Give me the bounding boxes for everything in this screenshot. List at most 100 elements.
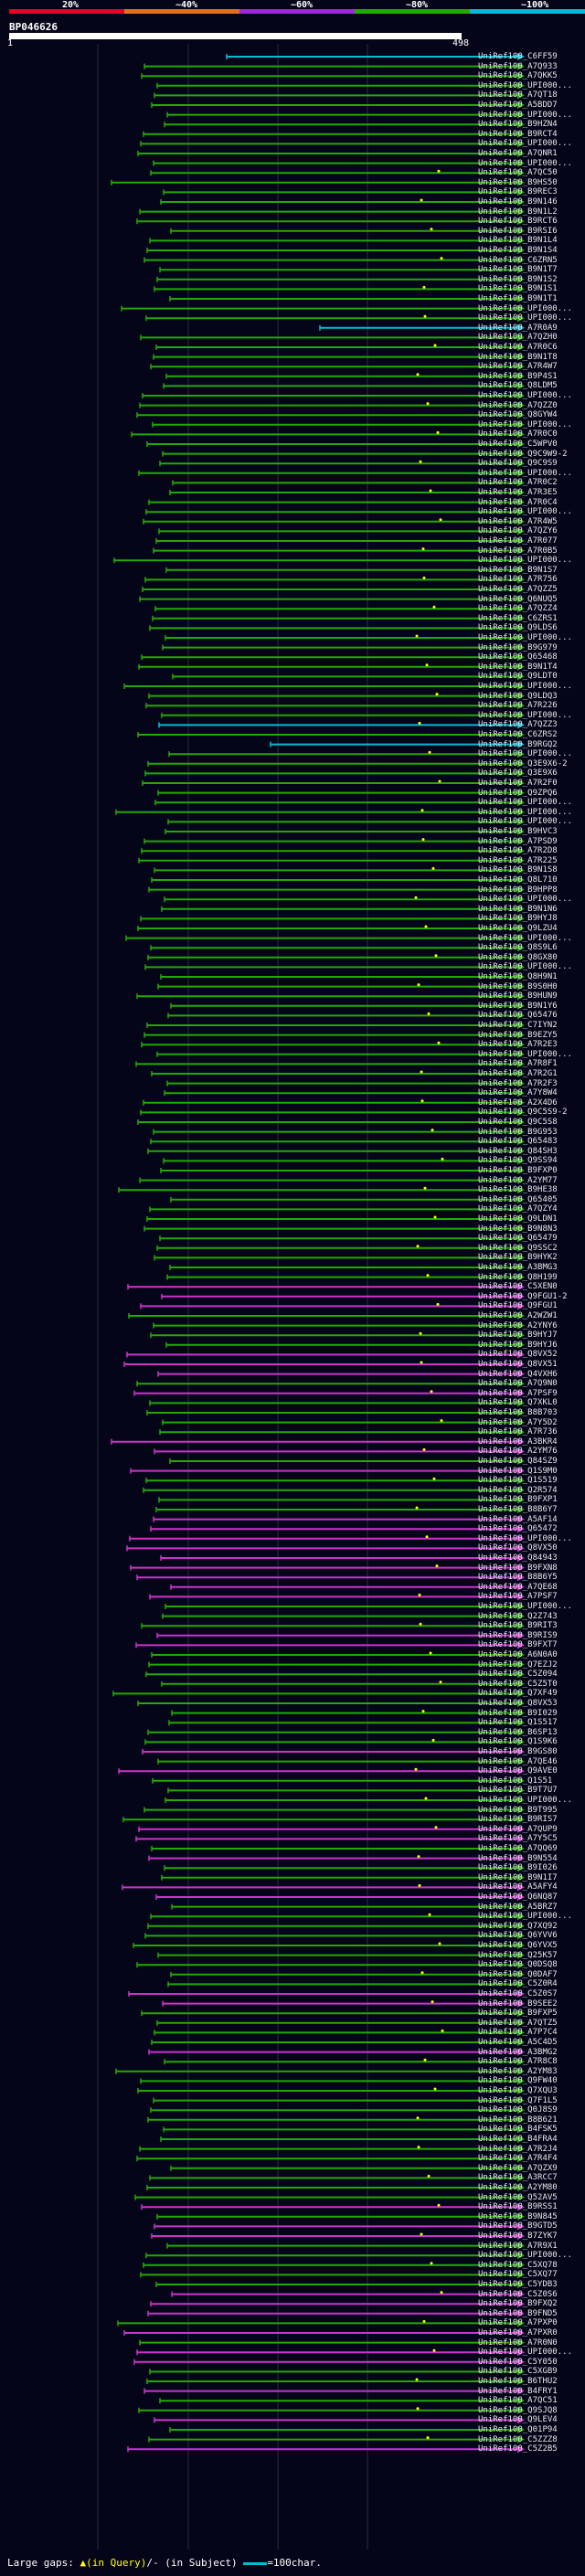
hit-label[interactable]: UniRef100_B9P4S1: [478, 372, 558, 381]
hit-label[interactable]: UniRef100_C5Z0R4: [478, 1979, 558, 1988]
hit-label[interactable]: UniRef100_Q1S9M0: [478, 1467, 558, 1476]
hit-label[interactable]: UniRef100_Q9LDN1: [478, 1214, 558, 1224]
hit-label[interactable]: UniRef100_UPI000...: [478, 507, 572, 516]
hit-label[interactable]: UniRef100_B4FRY1: [478, 2387, 558, 2396]
hit-label[interactable]: UniRef100_A3BMG2: [478, 2048, 558, 2057]
hit-label[interactable]: UniRef100_A2X4D6: [478, 1098, 558, 1108]
hit-label[interactable]: UniRef100_Q8L710: [478, 875, 558, 885]
hit-label[interactable]: UniRef100_Q1S517: [478, 1718, 558, 1727]
hit-label[interactable]: UniRef100_Q8S9L6: [478, 943, 558, 952]
hit-label[interactable]: UniRef100_A7R4W7: [478, 362, 558, 371]
hit-label[interactable]: UniRef100_A7R0C4: [478, 498, 558, 507]
hit-label[interactable]: UniRef100_C5XQ77: [478, 2270, 558, 2279]
hit-label[interactable]: UniRef100_UPI000...: [478, 420, 572, 429]
hit-label[interactable]: UniRef100_Q1S9K6: [478, 1737, 558, 1746]
hit-label[interactable]: UniRef100_A7R4W5: [478, 517, 558, 526]
hit-label[interactable]: UniRef100_UPI000...: [478, 391, 572, 400]
hit-label[interactable]: UniRef100_B9N8N3: [478, 1224, 558, 1234]
hit-label[interactable]: UniRef100_B9N1I7: [478, 1873, 558, 1882]
hit-label[interactable]: UniRef100_B8B6Y7: [478, 1505, 558, 1514]
hit-label[interactable]: UniRef100_B9RIT3: [478, 1621, 558, 1630]
hit-label[interactable]: UniRef100_A2YM80: [478, 2183, 558, 2192]
hit-label[interactable]: UniRef100_Q3E9X6-2: [478, 759, 568, 769]
hit-label[interactable]: UniRef100_A5AFY4: [478, 1882, 558, 1892]
hit-label[interactable]: UniRef100_B9I026: [478, 1863, 558, 1872]
hit-label[interactable]: UniRef100_B9HYK2: [478, 1253, 558, 1262]
hit-label[interactable]: UniRef100_Q9C5S9-2: [478, 1108, 568, 1117]
hit-label[interactable]: UniRef100_A2YM76: [478, 1447, 558, 1456]
hit-label[interactable]: UniRef100_Q8GX80: [478, 953, 558, 962]
hit-label[interactable]: UniRef100_UPI000...: [478, 159, 572, 168]
hit-label[interactable]: UniRef100_UPI000...: [478, 934, 572, 943]
hit-label[interactable]: UniRef100_B9GTD5: [478, 2221, 558, 2231]
hit-label[interactable]: UniRef100_UPI000...: [478, 2251, 572, 2260]
hit-label[interactable]: UniRef100_A7R9X1: [478, 2242, 558, 2251]
hit-label[interactable]: UniRef100_Q2R574: [478, 1486, 558, 1495]
hit-label[interactable]: UniRef100_B9N1T8: [478, 353, 558, 362]
hit-label[interactable]: UniRef100_A7QZZ3: [478, 720, 558, 729]
hit-label[interactable]: UniRef100_B9N1L2: [478, 207, 558, 217]
hit-label[interactable]: UniRef100_A7R736: [478, 1427, 558, 1436]
hit-label[interactable]: UniRef100_UPI000...: [478, 1602, 572, 1611]
hit-label[interactable]: UniRef100_UPI000...: [478, 1912, 572, 1921]
hit-label[interactable]: UniRef100_B9N845: [478, 2212, 558, 2221]
hit-label[interactable]: UniRef100_A7R2J4: [478, 2145, 558, 2154]
hit-label[interactable]: UniRef100_B9HYJ7: [478, 1330, 558, 1340]
hit-label[interactable]: UniRef100_UPI000...: [478, 1050, 572, 1059]
hit-label[interactable]: UniRef100_A7R0C0: [478, 429, 558, 439]
hit-label[interactable]: UniRef100_A7QUP9: [478, 1825, 558, 1834]
hit-label[interactable]: UniRef100_A7R225: [478, 856, 558, 865]
hit-label[interactable]: UniRef100_A7Q933: [478, 62, 558, 71]
hit-label[interactable]: UniRef100_UPI000...: [478, 304, 572, 313]
hit-label[interactable]: UniRef100_UPI000...: [478, 633, 572, 642]
hit-label[interactable]: UniRef100_B9N1L4: [478, 236, 558, 245]
hit-label[interactable]: UniRef100_UPI000...: [478, 962, 572, 971]
hit-label[interactable]: UniRef100_B6THU2: [478, 2377, 558, 2386]
hit-label[interactable]: UniRef100_B9FND5: [478, 2309, 558, 2318]
hit-label[interactable]: UniRef100_Q7EZJ2: [478, 1660, 558, 1670]
hit-label[interactable]: UniRef100_A3BMG3: [478, 1263, 558, 1272]
hit-label[interactable]: UniRef100_C6ZRS2: [478, 730, 558, 739]
hit-label[interactable]: UniRef100_C5Z2B5: [478, 2444, 558, 2454]
hit-label[interactable]: UniRef100_C5XEN0: [478, 1282, 558, 1291]
hit-label[interactable]: UniRef100_B9FXP0: [478, 1166, 558, 1175]
hit-label[interactable]: UniRef100_A5BDD7: [478, 101, 558, 110]
hit-label[interactable]: UniRef100_A7PSD9: [478, 837, 558, 846]
hit-label[interactable]: UniRef100_A7R0B5: [478, 546, 558, 556]
hit-label[interactable]: UniRef100_UPI000...: [478, 111, 572, 120]
hit-label[interactable]: UniRef100_Q8H199: [478, 1273, 558, 1282]
hit-label[interactable]: UniRef100_Q0DSQ8: [478, 1960, 558, 1969]
hit-label[interactable]: UniRef100_B9S0H0: [478, 982, 558, 991]
hit-label[interactable]: UniRef100_Q84943: [478, 1553, 558, 1563]
hit-label[interactable]: UniRef100_A7R2F0: [478, 779, 558, 788]
hit-label[interactable]: UniRef100_B9I029: [478, 1709, 558, 1718]
hit-label[interactable]: UniRef100_Q6NUQ5: [478, 595, 558, 604]
hit-label[interactable]: UniRef100_B9FXT7: [478, 1640, 558, 1649]
hit-label[interactable]: UniRef100_Q8LDM5: [478, 381, 558, 390]
hit-label[interactable]: UniRef100_A2YM77: [478, 1176, 558, 1185]
hit-label[interactable]: UniRef100_B9N1T7: [478, 265, 558, 274]
hit-label[interactable]: UniRef100_B8B703: [478, 1408, 558, 1417]
hit-label[interactable]: UniRef100_B9N146: [478, 197, 558, 207]
hit-label[interactable]: UniRef100_Q3E9X6: [478, 769, 558, 778]
hit-label[interactable]: UniRef100_Q65472: [478, 1524, 558, 1533]
hit-label[interactable]: UniRef100_B9RSI6: [478, 227, 558, 236]
hit-label[interactable]: UniRef100_Q7XF49: [478, 1689, 558, 1698]
hit-label[interactable]: UniRef100_Q84SZ9: [478, 1457, 558, 1466]
hit-label[interactable]: UniRef100_A7QNR1: [478, 149, 558, 158]
hit-label[interactable]: UniRef100_Q8VX52: [478, 1350, 558, 1359]
hit-label[interactable]: UniRef100_A7QZZ5: [478, 585, 558, 594]
hit-label[interactable]: UniRef100_B9HZN4: [478, 120, 558, 129]
hit-label[interactable]: UniRef100_A7QZY6: [478, 526, 558, 535]
hit-label[interactable]: UniRef100_B4FSK5: [478, 2125, 558, 2134]
hit-label[interactable]: UniRef100_UPI000...: [478, 313, 572, 323]
hit-label[interactable]: UniRef100_B9RSS1: [478, 2202, 558, 2211]
hit-label[interactable]: UniRef100_B8B621: [478, 2115, 558, 2125]
hit-label[interactable]: UniRef100_B9T995: [478, 1806, 558, 1815]
hit-label[interactable]: UniRef100_B9N1S7: [478, 566, 558, 575]
hit-label[interactable]: UniRef100_A7R077: [478, 536, 558, 546]
hit-label[interactable]: UniRef100_C6FF59: [478, 52, 558, 61]
hit-label[interactable]: UniRef100_UPI000...: [478, 817, 572, 826]
hit-label[interactable]: UniRef100_B9N554: [478, 1854, 558, 1863]
hit-label[interactable]: UniRef100_Q1S51: [478, 1776, 552, 1786]
